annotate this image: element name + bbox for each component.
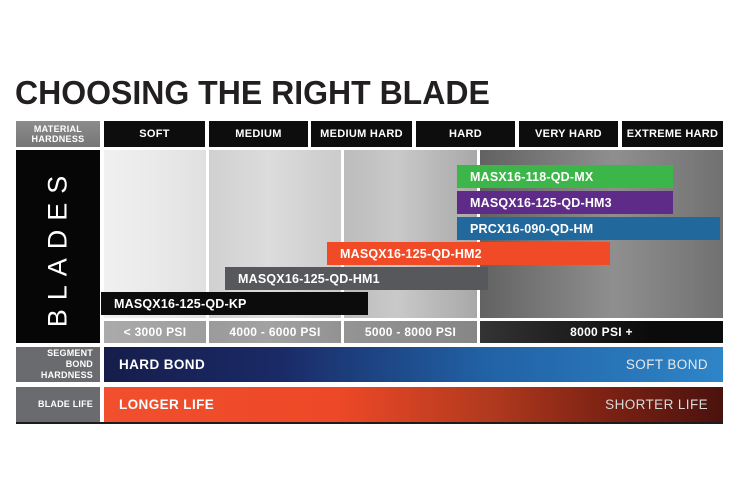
header-col-very-hard: VERY HARD — [519, 121, 618, 147]
band-medium-hard — [344, 150, 477, 318]
blade-bar-prcx16-090-qd-hm: PRCX16-090-QD-HM — [457, 217, 720, 240]
psi-range-soft: < 3000 PSI — [104, 321, 206, 343]
blades-axis-label: BLADES — [42, 166, 73, 328]
band-soft — [104, 150, 206, 318]
segment-bond-gradient-bar: HARD BOND SOFT BOND — [104, 347, 723, 382]
soft-bond-label: SOFT BOND — [625, 357, 708, 372]
psi-range-medium: 4000 - 6000 PSI — [209, 321, 341, 343]
segment-bond-hardness-label: SEGMENT BOND HARDNESS — [16, 347, 100, 382]
band-medium — [209, 150, 341, 318]
header-col-medium: MEDIUM — [209, 121, 308, 147]
header-material-hardness: MATERIAL HARDNESS — [16, 121, 100, 147]
header-col-hard: HARD — [416, 121, 515, 147]
blades-axis-column — [16, 150, 100, 343]
blade-bar-masqx16-125-qd-hm3: MASQX16-125-QD-HM3 — [457, 191, 673, 214]
page-title: CHOOSING THE RIGHT BLADE — [15, 74, 490, 111]
header-col-soft: SOFT — [104, 121, 205, 147]
blade-bar-masqx16-125-qd-kp: MASQX16-125-QD-KP — [101, 292, 368, 315]
blade-bar-masx16-118-qd-mx: MASX16-118-QD-MX — [457, 165, 673, 188]
header-col-extreme-hard: EXTREME HARD — [622, 121, 723, 147]
blade-bar-masqx16-125-qd-hm2: MASQX16-125-QD-HM2 — [327, 242, 610, 265]
bottom-border — [16, 422, 723, 424]
blade-life-gradient-bar: LONGER LIFE SHORTER LIFE — [104, 387, 723, 422]
blade-life-label: BLADE LIFE — [16, 387, 100, 422]
shorter-life-label: SHORTER LIFE — [605, 397, 708, 412]
blade-bar-masqx16-125-qd-hm1: MASQX16-125-QD-HM1 — [225, 267, 488, 290]
hard-bond-label: HARD BOND — [119, 357, 206, 372]
psi-range-medium-hard: 5000 - 8000 PSI — [344, 321, 477, 343]
psi-range-hard-plus: 8000 PSI + — [480, 321, 723, 343]
longer-life-label: LONGER LIFE — [119, 397, 215, 412]
header-col-medium-hard: MEDIUM HARD — [311, 121, 412, 147]
